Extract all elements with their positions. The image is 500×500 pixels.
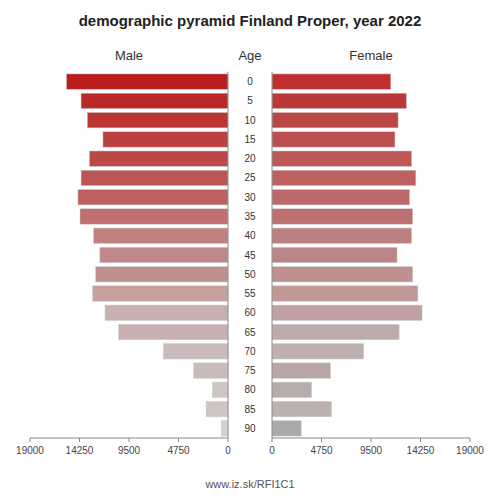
- footer: www.iz.sk/RFI1C1: [204, 478, 294, 490]
- bar: [272, 93, 406, 108]
- tick-mark: [321, 438, 322, 442]
- category-label: 60: [244, 307, 256, 318]
- tick-label: 9500: [118, 445, 141, 456]
- tick-mark: [470, 438, 471, 442]
- bar: [93, 286, 228, 301]
- bar: [272, 112, 398, 127]
- category-label: 90: [244, 423, 256, 434]
- axis-label: Age: [238, 48, 261, 63]
- category-label: 70: [244, 346, 256, 357]
- bar: [272, 363, 330, 378]
- bar: [78, 190, 228, 205]
- bar: [66, 74, 228, 89]
- category-label: 75: [244, 365, 256, 376]
- category-label: 5: [247, 95, 253, 106]
- bar: [272, 421, 301, 436]
- category-label: 85: [244, 404, 256, 415]
- tick-label: 19000: [16, 445, 44, 456]
- tick-mark: [178, 438, 179, 442]
- zero-line: [228, 72, 229, 438]
- tick-mark: [371, 438, 372, 442]
- bars: [272, 74, 422, 436]
- bar: [96, 267, 228, 282]
- category-label: 35: [244, 211, 256, 222]
- bar: [103, 132, 228, 147]
- bar: [100, 247, 228, 262]
- category-label: 40: [244, 230, 256, 241]
- tick-label: 4750: [310, 445, 333, 456]
- bar: [272, 382, 312, 397]
- series-header: Male: [115, 48, 143, 63]
- bar: [272, 324, 399, 339]
- tick-label: 19000: [456, 445, 484, 456]
- category-label: 30: [244, 192, 256, 203]
- bar: [105, 305, 228, 320]
- bar: [163, 344, 228, 359]
- bar: [272, 132, 395, 147]
- tick-mark: [420, 438, 421, 442]
- tick-label: 0: [225, 445, 231, 456]
- title: demographic pyramid Finland Proper, year…: [79, 12, 422, 29]
- bar: [221, 421, 228, 436]
- bar: [212, 382, 228, 397]
- category-label: 10: [244, 115, 256, 126]
- tick-mark: [129, 438, 130, 442]
- bar: [81, 170, 228, 185]
- bar: [272, 401, 331, 416]
- zero-line: [272, 72, 273, 438]
- bar: [272, 305, 422, 320]
- bar: [206, 401, 228, 416]
- series-header: Female: [349, 48, 392, 63]
- tick-mark: [30, 438, 31, 442]
- bar: [272, 228, 412, 243]
- bar: [194, 363, 228, 378]
- category-label: 55: [244, 288, 256, 299]
- bar: [272, 344, 364, 359]
- bar: [272, 247, 397, 262]
- category-label: 45: [244, 250, 256, 261]
- tick-label: 0: [269, 445, 275, 456]
- tick-label: 4750: [167, 445, 190, 456]
- tick-label: 14250: [407, 445, 435, 456]
- bar: [272, 267, 413, 282]
- tick-label: 14250: [66, 445, 94, 456]
- bar: [80, 209, 228, 224]
- bar: [81, 93, 228, 108]
- bar: [272, 74, 391, 89]
- bars: [66, 74, 228, 436]
- bar: [272, 151, 412, 166]
- bar: [272, 286, 418, 301]
- tick-mark: [272, 438, 273, 442]
- category-label: 50: [244, 269, 256, 280]
- category-label: 15: [244, 134, 256, 145]
- bar: [272, 209, 413, 224]
- tick-label: 9500: [360, 445, 383, 456]
- chart: demographic pyramid Finland Proper, year…: [0, 0, 500, 500]
- bar: [272, 170, 416, 185]
- category-label: 25: [244, 172, 256, 183]
- bar: [272, 190, 410, 205]
- category-label: 80: [244, 384, 256, 395]
- bar: [87, 112, 228, 127]
- category-label: 65: [244, 327, 256, 338]
- bar: [94, 228, 228, 243]
- category-label: 0: [247, 76, 253, 87]
- tick-mark: [79, 438, 80, 442]
- bar: [89, 151, 228, 166]
- tick-mark: [228, 438, 229, 442]
- category-label: 20: [244, 153, 256, 164]
- bar: [119, 324, 228, 339]
